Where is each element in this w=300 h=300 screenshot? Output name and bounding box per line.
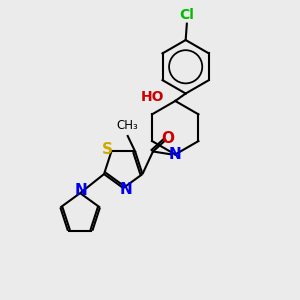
Text: CH₃: CH₃ bbox=[116, 119, 138, 133]
Text: HO: HO bbox=[141, 90, 165, 104]
Text: S: S bbox=[102, 142, 113, 158]
Text: Cl: Cl bbox=[179, 8, 194, 22]
Text: O: O bbox=[161, 131, 174, 146]
Text: N: N bbox=[74, 183, 87, 198]
Text: N: N bbox=[119, 182, 132, 197]
Text: N: N bbox=[169, 147, 182, 162]
